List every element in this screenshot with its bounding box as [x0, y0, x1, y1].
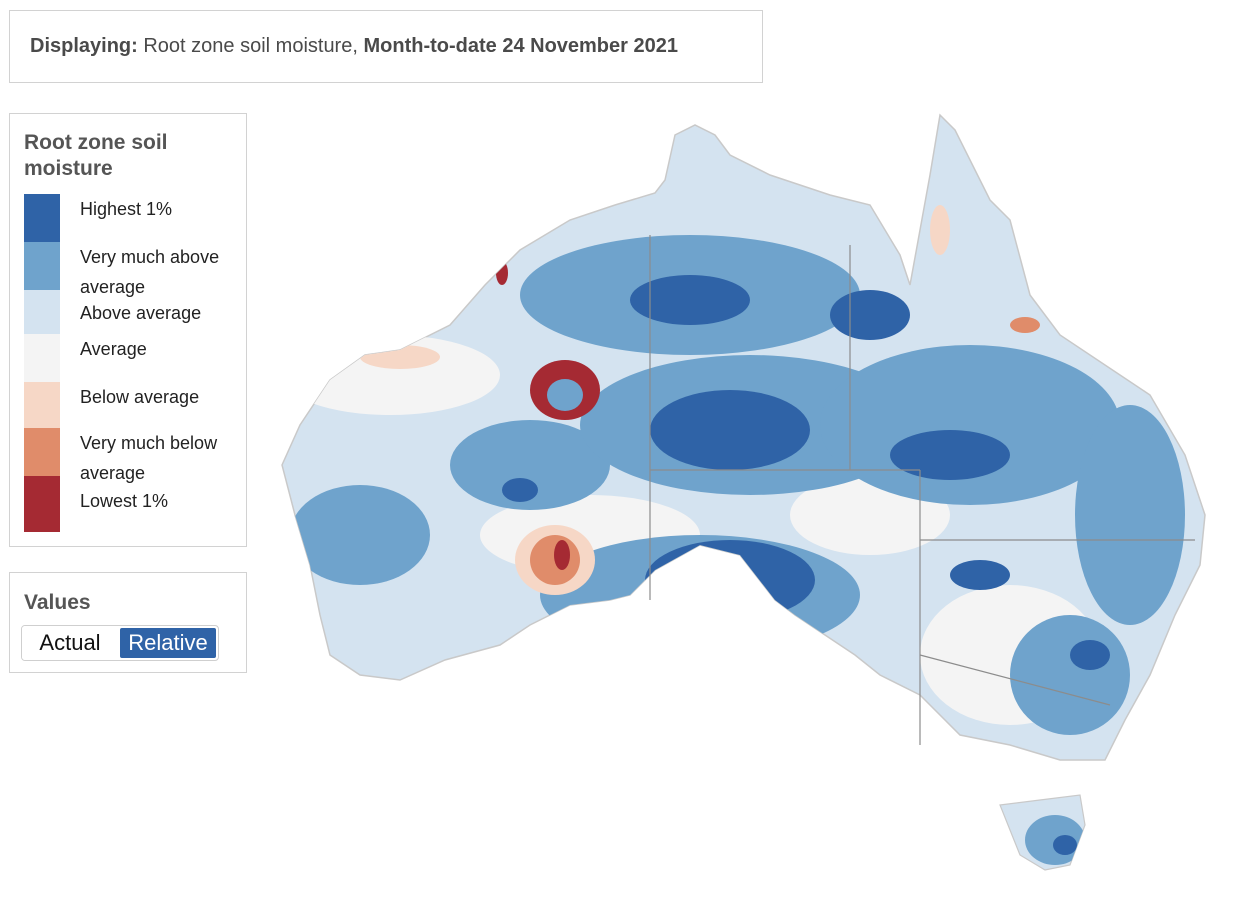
state-borders — [649, 235, 1195, 745]
australia-soil-moisture-map[interactable] — [270, 95, 1220, 885]
legend-label-above: Above average — [80, 303, 202, 323]
region-highest-southeast — [1070, 640, 1110, 670]
region-lowest-wa-south — [554, 540, 570, 570]
legend-label-below: Below average — [80, 387, 200, 407]
mainland — [281, 113, 1206, 761]
legend-panel: Root zone soil moisture Highest 1% Very … — [9, 113, 247, 547]
region-vmb-qld — [1010, 317, 1040, 333]
region-vma-wa-centre — [450, 420, 610, 510]
region-vma-west — [290, 485, 430, 585]
swatch-very-much-below — [24, 428, 60, 476]
region-below-pilbara — [360, 345, 440, 369]
region-highest-wa — [502, 478, 538, 502]
region-average-northwest — [282, 335, 500, 415]
actual-toggle-button[interactable]: Actual — [22, 626, 118, 660]
swatch-lowest-1 — [24, 476, 60, 532]
region-vma-qld — [820, 345, 1120, 505]
region-highest-qld-west — [830, 290, 910, 340]
legend-title: Root zone soil moisture — [24, 131, 168, 180]
region-vma-nsw — [1010, 615, 1130, 735]
region-below-cape-york — [930, 205, 950, 255]
legend-label-average: Average — [80, 339, 147, 359]
display-info-box: Displaying: Root zone soil moisture, Mon… — [9, 10, 763, 83]
swatch-average — [24, 334, 60, 382]
region-highest-top-end — [630, 275, 750, 325]
region-mixed-wa-centre — [547, 379, 583, 411]
swatch-highest-1 — [24, 194, 60, 242]
layer-name: Root zone soil moisture, — [143, 35, 358, 57]
legend-label-highest-1: Highest 1% — [80, 199, 173, 219]
legend-label-lowest-1: Lowest 1% — [80, 491, 169, 511]
region-vma-east — [1075, 405, 1185, 625]
swatch-below — [24, 382, 60, 428]
tasmania-highest — [1053, 835, 1077, 855]
region-lowest-kimberley — [496, 261, 508, 285]
values-panel: Values Actual Relative — [9, 572, 247, 673]
values-title: Values — [24, 591, 91, 614]
values-toggle[interactable]: Actual Relative — [21, 625, 219, 661]
tasmania — [999, 794, 1086, 871]
legend-label-very-much-below: Very much below average — [80, 433, 218, 483]
legend-label-very-much-above: Very much above average — [80, 247, 220, 297]
region-highest-sa — [645, 540, 815, 620]
period-label: Month-to-date 24 November 2021 — [363, 35, 678, 57]
region-highest-nsw — [950, 560, 1010, 590]
swatch-very-much-above — [24, 242, 60, 290]
region-highest-qld-centre — [890, 430, 1010, 480]
region-highest-nt-centre — [650, 390, 810, 470]
relative-toggle-button[interactable]: Relative — [120, 628, 216, 658]
swatch-above — [24, 290, 60, 334]
displaying-label: Displaying: — [30, 35, 138, 57]
